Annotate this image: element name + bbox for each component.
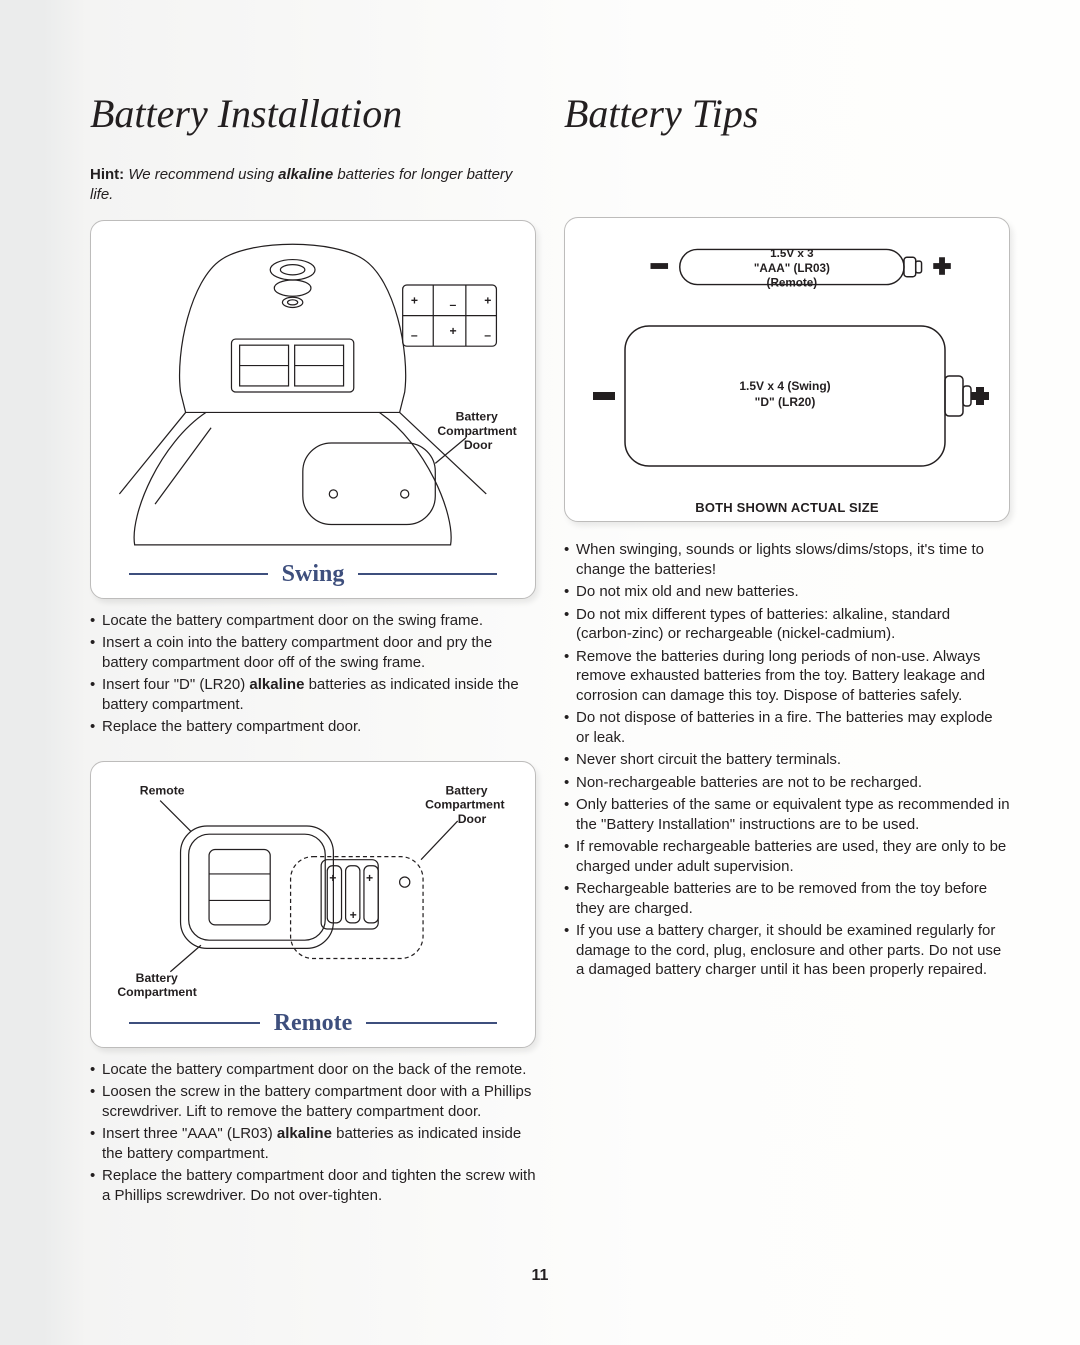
svg-text:+: + — [366, 871, 373, 885]
spacer — [564, 165, 1010, 217]
swing-diagram: + – + – + – Battery Compartment Door — [99, 229, 527, 555]
remote-door-1: Battery — [445, 783, 487, 797]
remote-diagram: + + + Remote Battery Compartment Door — [99, 770, 527, 1004]
remote-callout-remote: Remote — [140, 783, 185, 797]
aaa-spec-2: "AAA" (LR03) — [754, 262, 830, 275]
right-column: Battery Tips 1.5V x 3 — [564, 90, 1010, 1229]
list-item: Locate the battery compartment door on t… — [90, 1060, 536, 1080]
remote-label: Remote — [270, 1010, 357, 1037]
swing-bullets: Locate the battery compartment door on t… — [90, 611, 536, 737]
divider — [129, 573, 268, 575]
list-item: Do not mix old and new batteries. — [564, 582, 1010, 602]
hint-text: Hint: We recommend using alkaline batter… — [90, 165, 536, 206]
divider — [358, 573, 497, 575]
swing-callout-1: Battery — [456, 409, 498, 423]
hint-mid: We recommend using — [124, 166, 278, 183]
divider — [129, 1022, 260, 1024]
remote-label-bar: Remote — [129, 1010, 497, 1037]
hint-bold: alkaline — [278, 166, 333, 183]
list-item: Insert a coin into the battery compartme… — [90, 633, 536, 672]
list-item: When swinging, sounds or lights slows/di… — [564, 540, 1010, 579]
svg-text:+: + — [329, 871, 336, 885]
page-number: 11 — [0, 1267, 1080, 1285]
list-item: Replace the battery compartment door. — [90, 717, 536, 737]
aaa-battery-diagram: 1.5V x 3 "AAA" (LR03) (Remote) — [571, 228, 1003, 306]
swing-figure-frame: + – + – + – Battery Compartment Door — [90, 220, 536, 599]
remote-bullets: Locate the battery compartment door on t… — [90, 1060, 536, 1206]
remote-figure-frame: + + + Remote Battery Compartment Door — [90, 761, 536, 1048]
remote-comp-1: Battery — [136, 971, 178, 985]
list-item: Rechargeable batteries are to be removed… — [564, 879, 1010, 918]
tips-bullets: When swinging, sounds or lights slows/di… — [564, 540, 1010, 980]
list-item: Only batteries of the same or equivalent… — [564, 795, 1010, 834]
svg-text:+: + — [411, 293, 418, 307]
list-item: Do not mix different types of batteries:… — [564, 605, 1010, 644]
manual-page: Battery Installation Hint: We recommend … — [0, 0, 1080, 1269]
svg-text:–: – — [484, 328, 491, 342]
d-spec-2: "D" (LR20) — [755, 395, 816, 409]
list-item: Locate the battery compartment door on t… — [90, 611, 536, 631]
list-item: If removable rechargeable batteries are … — [564, 837, 1010, 876]
remote-comp-2: Compartment — [117, 985, 196, 999]
aaa-spec-1: 1.5V x 3 — [770, 247, 814, 260]
remote-door-2: Compartment — [425, 797, 504, 811]
heading-battery-installation: Battery Installation — [90, 90, 536, 137]
list-item: Insert four "D" (LR20) alkaline batterie… — [90, 675, 536, 714]
list-item: Replace the battery compartment door and… — [90, 1166, 536, 1205]
actual-size-frame: 1.5V x 3 "AAA" (LR03) (Remote) — [564, 217, 1010, 522]
list-item: Insert three "AAA" (LR03) alkaline batte… — [90, 1124, 536, 1163]
hint-label: Hint: — [90, 166, 124, 183]
remote-door-3: Door — [458, 812, 487, 826]
list-item: If you use a battery charger, it should … — [564, 921, 1010, 980]
two-column-layout: Battery Installation Hint: We recommend … — [90, 90, 1010, 1229]
list-item: Do not dispose of batteries in a fire. T… — [564, 708, 1010, 747]
svg-text:+: + — [484, 293, 491, 307]
svg-text:–: – — [450, 297, 457, 311]
svg-text:+: + — [350, 907, 357, 921]
list-item: Never short circuit the battery terminal… — [564, 750, 1010, 770]
svg-text:–: – — [411, 328, 418, 342]
left-column: Battery Installation Hint: We recommend … — [90, 90, 536, 1229]
swing-callout-2: Compartment — [437, 423, 516, 437]
heading-battery-tips: Battery Tips — [564, 90, 1010, 137]
list-item: Remove the batteries during long periods… — [564, 647, 1010, 706]
swing-label: Swing — [278, 561, 349, 588]
actual-size-caption: BOTH SHOWN ACTUAL SIZE — [571, 500, 1003, 515]
aaa-spec-3: (Remote) — [767, 277, 818, 290]
d-battery-diagram: 1.5V x 4 (Swing) "D" (LR20) — [571, 306, 1003, 486]
svg-text:+: + — [450, 323, 457, 337]
list-item: Non-rechargeable batteries are not to be… — [564, 773, 1010, 793]
divider — [366, 1022, 497, 1024]
list-item: Loosen the screw in the battery compartm… — [90, 1082, 536, 1121]
d-spec-1: 1.5V x 4 (Swing) — [739, 379, 830, 393]
swing-label-bar: Swing — [129, 561, 497, 588]
swing-callout-3: Door — [464, 438, 493, 452]
